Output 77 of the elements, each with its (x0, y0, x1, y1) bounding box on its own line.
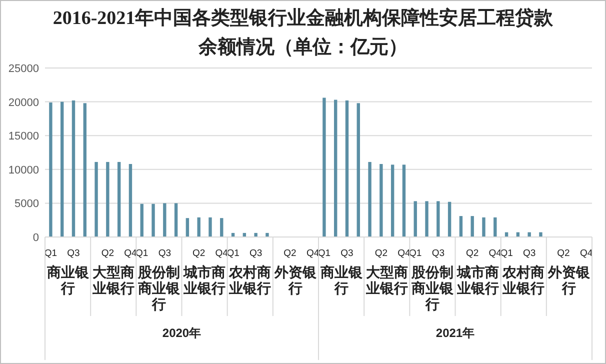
x-tick-label: Q3 (249, 248, 262, 259)
bar (459, 216, 463, 237)
x-tick-label: Q3 (432, 248, 444, 259)
x-tick-label: Q4 (306, 248, 320, 259)
y-tick-label: 10000 (8, 164, 39, 176)
y-tick-label: 20000 (8, 96, 39, 109)
bar (334, 100, 338, 237)
bar (390, 164, 394, 237)
bar (72, 100, 76, 237)
x-tick-label: Q2 (557, 248, 570, 259)
text: 股份制商业银行 (137, 264, 181, 312)
text: 外资银行 (274, 264, 318, 296)
bar (83, 103, 86, 237)
text: 2020年 (161, 325, 202, 342)
bar (140, 204, 144, 237)
y-tick-label: 0 (32, 232, 39, 244)
bar (482, 217, 486, 237)
bar (174, 203, 178, 237)
x-tick-label: Q1 (226, 248, 240, 259)
bar (254, 232, 258, 237)
bar (470, 216, 474, 237)
text: 大型商业银行 (365, 264, 409, 296)
y-tick-label: 25000 (8, 63, 39, 75)
bar (425, 201, 428, 237)
text: 农村商业银行 (228, 264, 272, 296)
x-tick-label: Q3 (522, 248, 536, 259)
x-tick-label: Q3 (340, 248, 354, 259)
text: 2021年 (434, 325, 476, 342)
text: 城市商业银行 (456, 264, 500, 296)
bar (163, 203, 166, 237)
bar (356, 103, 360, 237)
bar (220, 218, 224, 237)
x-tick-label: Q2 (101, 248, 114, 259)
x-tick-label: Q2 (374, 248, 388, 259)
x-tick-label: Q2 (284, 248, 296, 259)
y-tick-label: 15000 (8, 130, 39, 143)
x-tick-label: Q3 (158, 248, 171, 259)
bar (186, 218, 190, 237)
bar (494, 217, 497, 237)
bar (436, 201, 440, 237)
text: 商业银行 (320, 264, 364, 296)
bar (322, 98, 326, 237)
bar (448, 202, 452, 237)
bar (49, 102, 52, 237)
text: 外资银行 (547, 264, 591, 296)
x-tick-label: Q2 (192, 248, 206, 259)
chart-title: 2016-2021年中国各类型银行业金融机构保障性安居工程贷款余额情况（单位：亿元） (52, 6, 554, 60)
y-tick-label: 5000 (14, 198, 39, 210)
text: 农村商业银行 (502, 264, 546, 296)
bar (94, 162, 98, 237)
bar (128, 164, 132, 237)
x-tick-label: Q4 (398, 248, 410, 259)
bar (380, 164, 383, 237)
text: 城市商业银行 (182, 264, 226, 296)
text: 大型商业银行 (92, 264, 136, 296)
bar (368, 162, 372, 237)
bar (539, 232, 542, 237)
x-tick-label: Q4 (215, 248, 228, 259)
bar (152, 204, 155, 237)
bar (414, 201, 417, 237)
bar (402, 164, 406, 237)
text: 股份制商业银行 (410, 264, 454, 312)
text: 商业银行 (46, 264, 90, 296)
x-tick-label: Q4 (124, 248, 137, 259)
bar (345, 100, 349, 237)
bar (208, 217, 212, 237)
bar (197, 217, 200, 237)
bar (266, 232, 269, 237)
bar (60, 102, 64, 237)
bar (528, 232, 531, 237)
x-tick-label: Q2 (466, 248, 479, 259)
x-tick-label: Q4 (580, 248, 593, 259)
x-tick-label: Q4 (488, 248, 502, 259)
bar (106, 162, 110, 237)
bar (117, 162, 121, 237)
x-tick-label: Q1 (500, 248, 513, 259)
x-tick-label: Q3 (67, 248, 80, 259)
